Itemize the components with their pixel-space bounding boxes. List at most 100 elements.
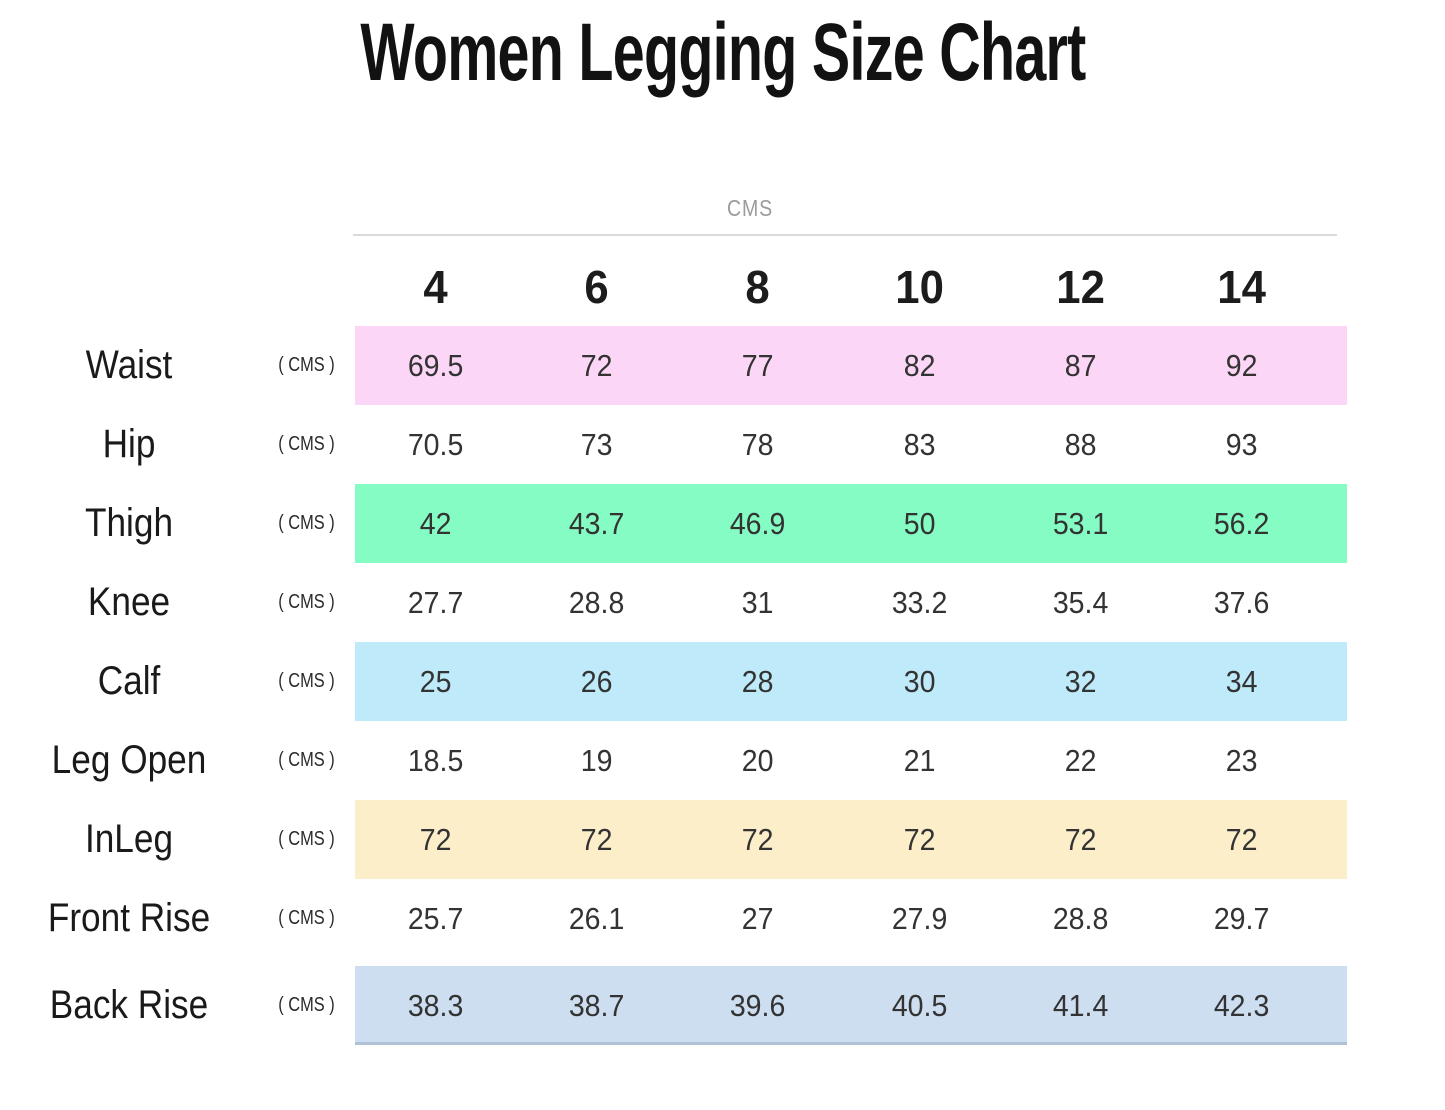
measurement-value: 32 bbox=[1064, 663, 1097, 699]
measurement-value: 29.7 bbox=[1213, 900, 1270, 936]
measurement-value: 72 bbox=[742, 821, 774, 857]
measurement-value: 30 bbox=[903, 663, 935, 699]
unit-system-header: CMS bbox=[726, 195, 774, 221]
table-row: Waist ( CMS ) 69.5 72 77 82 87 92 bbox=[0, 326, 1445, 405]
measurement-value: 72 bbox=[580, 347, 613, 383]
measurement-value: 18.5 bbox=[407, 742, 464, 778]
measurement-unit-label: ( CMS ) bbox=[278, 512, 335, 534]
measurement-label: Calf bbox=[97, 659, 161, 703]
size-column-header: 12 bbox=[1055, 261, 1105, 313]
measurement-value: 25.7 bbox=[407, 900, 464, 936]
measurement-value: 70.5 bbox=[407, 426, 464, 462]
table-row: Front Rise ( CMS ) 25.7 26.1 27 27.9 28.8 29.… bbox=[0, 879, 1445, 958]
measurement-value: 37.6 bbox=[1213, 584, 1270, 620]
measurement-label: Leg Open bbox=[51, 738, 207, 782]
measurement-values-band: 70.5 73 78 83 88 93 bbox=[355, 405, 1347, 484]
measurement-label: Hip bbox=[102, 422, 156, 466]
measurement-value: 28.8 bbox=[568, 584, 625, 620]
measurement-value: 41.4 bbox=[1052, 987, 1108, 1023]
measurement-label: Waist bbox=[85, 343, 173, 387]
measurement-value: 43.7 bbox=[568, 505, 625, 541]
table-row: Hip ( CMS ) 70.5 73 78 83 88 93 bbox=[0, 405, 1445, 484]
measurement-unit-label: ( CMS ) bbox=[278, 354, 335, 376]
measurement-value: 73 bbox=[580, 426, 613, 462]
size-column-header: 14 bbox=[1217, 261, 1266, 313]
measurement-label: Knee bbox=[87, 580, 171, 624]
measurement-value: 46.9 bbox=[730, 505, 786, 541]
measurement-value: 78 bbox=[742, 426, 774, 462]
measurement-label: Front Rise bbox=[47, 896, 211, 940]
measurement-value: 82 bbox=[903, 347, 935, 383]
measurement-value: 27.9 bbox=[891, 900, 947, 936]
measurement-values-band: 25.7 26.1 27 27.9 28.8 29.7 bbox=[355, 879, 1347, 958]
measurement-value: 39.6 bbox=[730, 987, 786, 1023]
measurement-value: 87 bbox=[1064, 347, 1097, 383]
measurement-value: 22 bbox=[1064, 742, 1097, 778]
table-row: Leg Open ( CMS ) 18.5 19 20 21 22 23 bbox=[0, 721, 1445, 800]
measurement-value: 72 bbox=[1064, 821, 1097, 857]
size-column-header: 8 bbox=[745, 261, 771, 313]
size-header-row: 4 6 8 10 12 14 bbox=[355, 248, 1347, 326]
measurement-value: 40.5 bbox=[891, 987, 947, 1023]
header-divider-line bbox=[353, 234, 1337, 236]
table-row: Thigh ( CMS ) 42 43.7 46.9 50 53.1 56.2 bbox=[0, 484, 1445, 563]
measurement-label: Back Rise bbox=[49, 983, 209, 1027]
measurement-value: 50 bbox=[903, 505, 935, 541]
measurement-value: 72 bbox=[1225, 821, 1258, 857]
measurement-value: 23 bbox=[1225, 742, 1258, 778]
measurement-value: 19 bbox=[580, 742, 613, 778]
measurement-value: 92 bbox=[1225, 347, 1258, 383]
measurement-value: 77 bbox=[742, 347, 774, 383]
measurement-value: 25 bbox=[419, 663, 452, 699]
measurement-values-band: 25 26 28 30 32 34 bbox=[355, 642, 1347, 721]
measurement-value: 20 bbox=[742, 742, 774, 778]
measurement-value: 88 bbox=[1064, 426, 1097, 462]
measurement-value: 72 bbox=[903, 821, 935, 857]
measurement-unit-label: ( CMS ) bbox=[278, 828, 335, 850]
table-row: InLeg ( CMS ) 72 72 72 72 72 72 bbox=[0, 800, 1445, 879]
measurement-value: 42 bbox=[419, 505, 452, 541]
measurement-value: 27.7 bbox=[407, 584, 464, 620]
measurement-value: 27 bbox=[742, 900, 774, 936]
measurement-label: Thigh bbox=[84, 501, 174, 545]
measurement-values-band: 69.5 72 77 82 87 92 bbox=[355, 326, 1347, 405]
measurement-unit-label: ( CMS ) bbox=[278, 433, 335, 455]
measurement-value: 26 bbox=[580, 663, 613, 699]
table-row: Back Rise ( CMS ) 38.3 38.7 39.6 40.5 41.4 42… bbox=[0, 966, 1445, 1045]
measurement-value: 26.1 bbox=[568, 900, 625, 936]
measurement-value: 56.2 bbox=[1213, 505, 1270, 541]
measurement-value: 34 bbox=[1225, 663, 1258, 699]
measurement-unit-label: ( CMS ) bbox=[278, 749, 335, 771]
page-title: Women Legging Size Chart bbox=[359, 7, 1086, 98]
measurement-unit-label: ( CMS ) bbox=[278, 670, 335, 692]
measurement-unit-label: ( CMS ) bbox=[278, 591, 335, 613]
measurement-values-band: 72 72 72 72 72 72 bbox=[355, 800, 1347, 879]
measurement-value: 42.3 bbox=[1213, 987, 1270, 1023]
measurement-unit-label: ( CMS ) bbox=[278, 907, 335, 929]
measurement-value: 69.5 bbox=[407, 347, 464, 383]
size-column-header: 6 bbox=[584, 261, 609, 313]
measurement-value: 72 bbox=[580, 821, 613, 857]
measurement-value: 35.4 bbox=[1052, 584, 1108, 620]
measurement-value: 28 bbox=[742, 663, 774, 699]
size-column-header: 4 bbox=[423, 261, 448, 313]
measurement-value: 93 bbox=[1225, 426, 1258, 462]
measurement-values-band: 27.7 28.8 31 33.2 35.4 37.6 bbox=[355, 563, 1347, 642]
table-row: Calf ( CMS ) 25 26 28 30 32 34 bbox=[0, 642, 1445, 721]
measurement-value: 33.2 bbox=[891, 584, 947, 620]
measurement-value: 21 bbox=[903, 742, 935, 778]
measurement-value: 28.8 bbox=[1052, 900, 1108, 936]
measurement-values-band: 42 43.7 46.9 50 53.1 56.2 bbox=[355, 484, 1347, 563]
measurement-value: 38.3 bbox=[407, 987, 464, 1023]
measurement-value: 38.7 bbox=[568, 987, 625, 1023]
measurement-values-band: 38.3 38.7 39.6 40.5 41.4 42.3 bbox=[355, 966, 1347, 1045]
measurement-value: 83 bbox=[903, 426, 935, 462]
table-row: Knee ( CMS ) 27.7 28.8 31 33.2 35.4 37.6 bbox=[0, 563, 1445, 642]
measurement-label: InLeg bbox=[84, 817, 174, 861]
measurement-values-band: 18.5 19 20 21 22 23 bbox=[355, 721, 1347, 800]
size-chart-body: Waist ( CMS ) 69.5 72 77 82 87 92 Hip ( CMS )… bbox=[0, 326, 1445, 1045]
measurement-value: 31 bbox=[742, 584, 774, 620]
page-title-container: Women Legging Size Chart bbox=[0, 6, 1445, 100]
measurement-value: 72 bbox=[419, 821, 452, 857]
